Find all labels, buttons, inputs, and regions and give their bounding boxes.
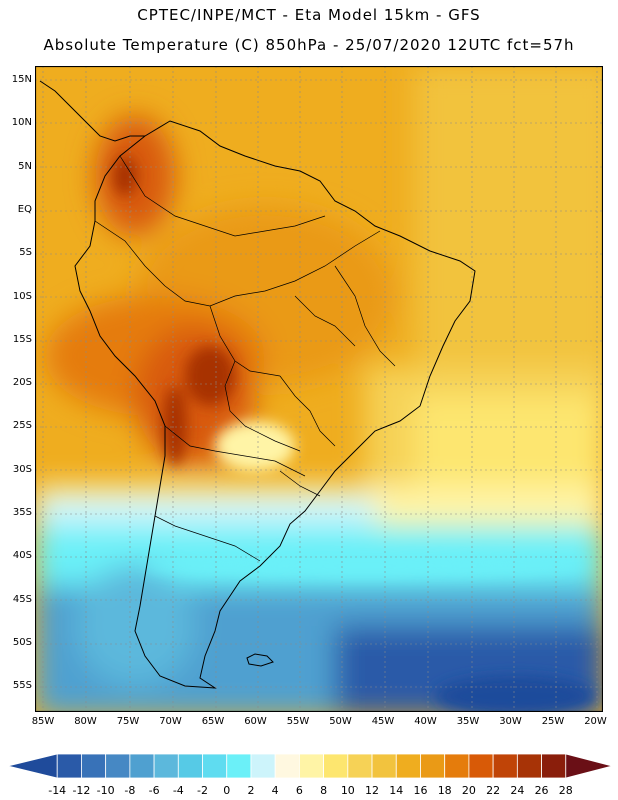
bolivia-hot-spot bbox=[185, 346, 235, 406]
legend-swatch bbox=[274, 753, 300, 779]
legend-swatch bbox=[81, 753, 107, 779]
lon-tick-label: 70W bbox=[159, 716, 182, 727]
lon-tick-label: 50W bbox=[329, 716, 352, 727]
legend-tick-label: 8 bbox=[320, 784, 328, 797]
lat-tick-label: 35S bbox=[12, 507, 32, 518]
lon-tick-label: 35W bbox=[456, 716, 480, 727]
lon-tick-label: 80W bbox=[74, 716, 97, 727]
lon-tick-label: 55W bbox=[286, 716, 310, 727]
legend-tick-label: 24 bbox=[510, 784, 525, 797]
legend-tick-label: 18 bbox=[437, 784, 452, 797]
legend-swatch bbox=[226, 753, 252, 779]
legend-swatch bbox=[371, 753, 397, 779]
lat-tick-label: 15S bbox=[12, 333, 32, 345]
legend-swatch bbox=[7, 753, 58, 779]
lat-tick-label: 10S bbox=[12, 290, 32, 302]
temperature-map bbox=[35, 66, 603, 712]
lat-tick-label: 15N bbox=[11, 74, 32, 85]
legend-tick-label: 28 bbox=[558, 784, 573, 797]
south-america-coastline bbox=[74, 120, 476, 689]
lat-tick-label: 45S bbox=[12, 593, 32, 605]
legend-tick-label: 14 bbox=[389, 784, 404, 797]
country-borders bbox=[94, 155, 396, 562]
legend-swatch bbox=[347, 753, 373, 779]
legend-tick-label: 22 bbox=[486, 784, 501, 797]
lat-tick-label: 55S bbox=[12, 680, 32, 692]
andes-hot-strip bbox=[163, 386, 187, 466]
lon-tick-label: 65W bbox=[201, 716, 225, 727]
lat-tick-label: 40S bbox=[12, 550, 32, 562]
legend-swatch bbox=[565, 753, 614, 779]
legend-tick-label: 12 bbox=[365, 784, 380, 797]
legend-swatch bbox=[177, 753, 203, 779]
legend-swatch bbox=[492, 753, 518, 779]
lon-tick-label: 85W bbox=[31, 716, 55, 727]
cold-front-band bbox=[145, 554, 585, 578]
chart-title-line-2: Absolute Temperature (C) 850hPa - 25/07/… bbox=[43, 36, 575, 54]
legend-tick-label: 0 bbox=[223, 784, 231, 797]
legend-tick-label: -6 bbox=[148, 784, 160, 797]
legend-swatch bbox=[202, 753, 228, 779]
legend-tick-label: -12 bbox=[72, 784, 91, 797]
legend-swatch bbox=[323, 753, 349, 779]
map-frame bbox=[35, 66, 603, 712]
lat-tick-label: 50S bbox=[12, 636, 32, 648]
lon-tick-label: 75W bbox=[116, 716, 140, 727]
legend-swatch bbox=[541, 753, 567, 779]
legend-swatch bbox=[298, 753, 325, 779]
color-legend bbox=[7, 753, 614, 779]
lon-tick-label: 20W bbox=[584, 716, 607, 727]
legend-swatch bbox=[516, 753, 542, 779]
legend-tick-label: -4 bbox=[172, 784, 184, 797]
legend-swatch bbox=[105, 753, 131, 779]
lat-tick-label: 5S bbox=[19, 247, 32, 259]
colombia-hot-spot bbox=[113, 156, 137, 196]
falkland-islands bbox=[246, 653, 274, 667]
deepest-cold-spot bbox=[435, 676, 595, 712]
legend-swatch bbox=[129, 753, 155, 779]
legend-tick-label: 4 bbox=[271, 784, 279, 797]
lat-tick-label: 30S bbox=[12, 463, 32, 475]
lon-tick-label: 45W bbox=[371, 716, 395, 727]
lat-tick-label: 10N bbox=[11, 117, 32, 129]
legend-swatch bbox=[250, 753, 276, 779]
lat-tick-label: EQ bbox=[17, 203, 32, 215]
legend-tick-label: -14 bbox=[48, 784, 67, 797]
lon-tick-label: 30W bbox=[499, 716, 522, 727]
central-america-coastline bbox=[39, 80, 145, 142]
legend-swatch bbox=[153, 753, 179, 779]
legend-tick-label: 16 bbox=[413, 784, 428, 797]
legend-tick-label: -8 bbox=[124, 784, 136, 797]
legend-tick-label: 26 bbox=[534, 784, 549, 797]
lon-tick-label: 25W bbox=[541, 716, 565, 727]
legend-tick-label: -2 bbox=[197, 784, 208, 797]
lat-tick-label: 20S bbox=[12, 377, 32, 389]
legend-tick-label: 10 bbox=[340, 784, 355, 797]
argentina-warm-front bbox=[215, 421, 295, 471]
lon-tick-label: 60W bbox=[244, 716, 267, 727]
lat-tick-label: 5N bbox=[18, 160, 32, 172]
legend-swatch bbox=[56, 753, 82, 779]
legend-tick-label: -10 bbox=[96, 784, 115, 797]
legend-tick-label: 20 bbox=[461, 784, 476, 797]
legend-swatch bbox=[395, 753, 421, 779]
legend-tick-label: 2 bbox=[247, 784, 255, 797]
legend-swatch bbox=[420, 753, 446, 779]
lat-tick-label: 25S bbox=[12, 420, 32, 432]
lon-tick-label: 40W bbox=[414, 716, 437, 727]
legend-swatch bbox=[468, 753, 494, 779]
patagonia-cold-area bbox=[75, 566, 195, 686]
legend-swatch bbox=[444, 753, 470, 779]
chart-title-line-1: CPTEC/INPE/MCT - Eta Model 15km - GFS bbox=[137, 6, 481, 24]
legend-tick-label: 6 bbox=[295, 784, 303, 797]
